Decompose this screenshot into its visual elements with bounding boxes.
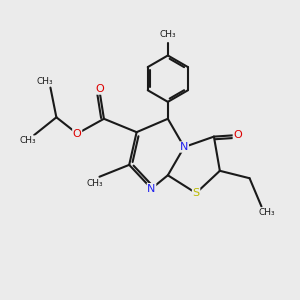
Text: S: S <box>193 188 200 198</box>
Text: N: N <box>180 142 188 152</box>
Text: CH₃: CH₃ <box>87 179 103 188</box>
Text: O: O <box>73 129 82 139</box>
Text: CH₃: CH₃ <box>36 76 53 85</box>
Text: O: O <box>233 130 242 140</box>
Text: CH₃: CH₃ <box>19 136 36 145</box>
Text: CH₃: CH₃ <box>259 208 275 217</box>
Text: CH₃: CH₃ <box>160 30 176 39</box>
Text: N: N <box>147 184 156 194</box>
Text: O: O <box>95 84 104 94</box>
